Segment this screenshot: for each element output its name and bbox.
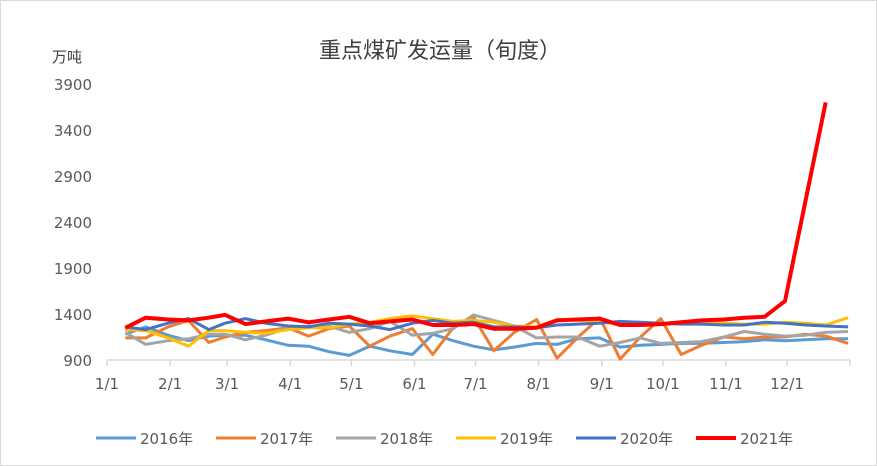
x-tick-label: 8/1 <box>527 375 551 393</box>
y-tick-label: 2900 <box>54 168 92 186</box>
series-line-2016年 <box>124 325 849 357</box>
x-tick-label: 12/1 <box>770 375 804 393</box>
legend-label: 2016年 <box>140 430 193 448</box>
legend-item: 2021年 <box>696 430 793 448</box>
y-tick-label: 1900 <box>54 260 92 278</box>
legend-label: 2017年 <box>260 430 313 448</box>
x-tick-label: 4/1 <box>278 375 302 393</box>
chart-title: 重点煤矿发运量（旬度） <box>319 39 561 64</box>
x-tick-label: 9/1 <box>590 375 614 393</box>
x-tick-label: 6/1 <box>402 375 426 393</box>
x-tick-label: 2/1 <box>158 375 182 393</box>
y-tick-label: 1400 <box>54 306 92 324</box>
legend-item: 2016年 <box>96 430 193 448</box>
x-tick-label: 10/1 <box>646 375 680 393</box>
x-tick-label: 7/1 <box>463 375 487 393</box>
x-tick-label: 3/1 <box>215 375 239 393</box>
legend-item: 2019年 <box>456 430 553 448</box>
x-tick-label: 11/1 <box>709 375 743 393</box>
y-tick-label: 3900 <box>54 76 92 94</box>
x-tick-label: 1/1 <box>95 375 119 393</box>
y-tick-label: 900 <box>63 352 92 370</box>
legend-label: 2019年 <box>500 430 553 448</box>
legend-item: 2017年 <box>216 430 313 448</box>
legend-label: 2020年 <box>620 430 673 448</box>
legend-item: 2018年 <box>336 430 433 448</box>
legend-label: 2018年 <box>380 430 433 448</box>
y-axis-unit: 万吨 <box>52 48 82 66</box>
y-tick-label: 3400 <box>54 122 92 140</box>
legend-item: 2020年 <box>576 430 673 448</box>
series-line-2018年 <box>124 313 849 348</box>
series-line-2021年 <box>124 101 828 331</box>
legend-label: 2021年 <box>740 430 793 448</box>
x-tick-label: 5/1 <box>339 375 363 393</box>
series-line-2019年 <box>125 314 849 348</box>
y-tick-label: 2400 <box>54 214 92 232</box>
